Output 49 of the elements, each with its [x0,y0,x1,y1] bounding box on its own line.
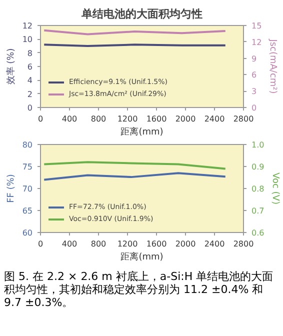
x-tick-label: 2800 [233,114,254,124]
line-series [43,172,226,181]
x-tick-label: 800 [90,114,106,124]
y-tick-label: 8 [27,48,33,58]
x-tick-label: 2400 [204,240,225,248]
x-tick-label: 1200 [117,114,138,124]
y2-tick-label: 0.6 [252,228,264,238]
x-tick-label: 0 [38,240,44,248]
y-tick-label: 12 [22,22,33,30]
y-tick-label: 65 [22,206,33,216]
x-tick-label: 1600 [146,240,167,248]
y2-tick-label: 0.8 [252,184,264,194]
y-tick-label: 75 [22,162,33,172]
x-axis-title: 距离(mm) [120,252,164,262]
x-tick-label: 800 [90,240,106,248]
x-tick-label: 1200 [117,240,138,248]
y2-tick-label: 0.7 [252,206,264,216]
y2-tick-label: 15 [252,22,262,30]
x-tick-label: 0 [38,114,44,124]
x-tick-label: 2000 [175,114,196,124]
x-tick-label: 2000 [175,240,196,248]
y2-tick-label: 9 [252,54,257,64]
y2-axis-title: Jsc(mA/cm²) [268,38,278,94]
y-tick-label: 6 [27,62,33,72]
y-tick-label: 0 [27,104,33,112]
y2-tick-label: 6 [252,70,257,80]
y2-tick-label: 0.9 [252,162,264,172]
line-series [43,161,226,170]
y-tick-label: 80 [22,140,33,150]
y2-tick-label: 1.0 [252,140,264,150]
x-tick-label: 2800 [233,240,254,248]
y-tick-label: 70 [22,184,33,194]
y2-tick-label: 0 [252,104,257,112]
x-tick-label: 2400 [204,114,225,124]
x-axis-title: 距离(mm) [120,126,164,138]
x-tick-label: 1600 [146,114,167,124]
y2-tick-label: 12 [252,38,262,47]
x-tick-label: 400 [62,240,78,248]
x-tick-label: 400 [62,114,78,124]
y2-axis-title: Voc (V) [270,172,280,204]
caption: 图 5. 在 2.2 × 2.6 m 衬底上，a-Si:H 单结电池的大面积均匀性，其初始和稳定效率分别为 11.2 ±0.4% 和 9.7 ±0.3%。 [4,270,274,309]
y-tick-label: 4 [27,76,33,86]
y-tick-label: 60 [22,228,33,238]
chart-title: 单结电池的大面积均匀性 [80,8,202,20]
y-axis-title: 效率 (%) [5,48,16,85]
y-tick-label: 10 [22,35,33,44]
y2-tick-label: 3 [252,87,257,96]
y-axis-title: FF (%) [6,174,16,203]
y-tick-label: 2 [27,90,33,99]
